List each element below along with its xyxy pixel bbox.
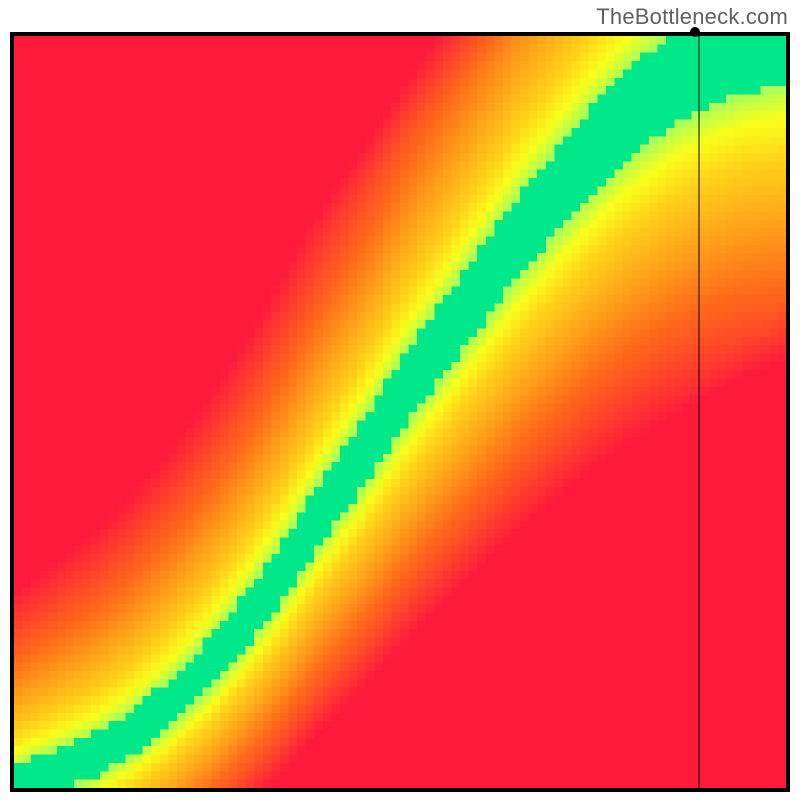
chart-container: TheBottleneck.com	[0, 0, 800, 800]
plot-frame	[10, 32, 790, 792]
selection-marker-line	[698, 36, 699, 788]
selection-marker-dot	[690, 27, 700, 37]
watermark-text: TheBottleneck.com	[596, 4, 788, 30]
bottleneck-heatmap	[14, 36, 786, 788]
